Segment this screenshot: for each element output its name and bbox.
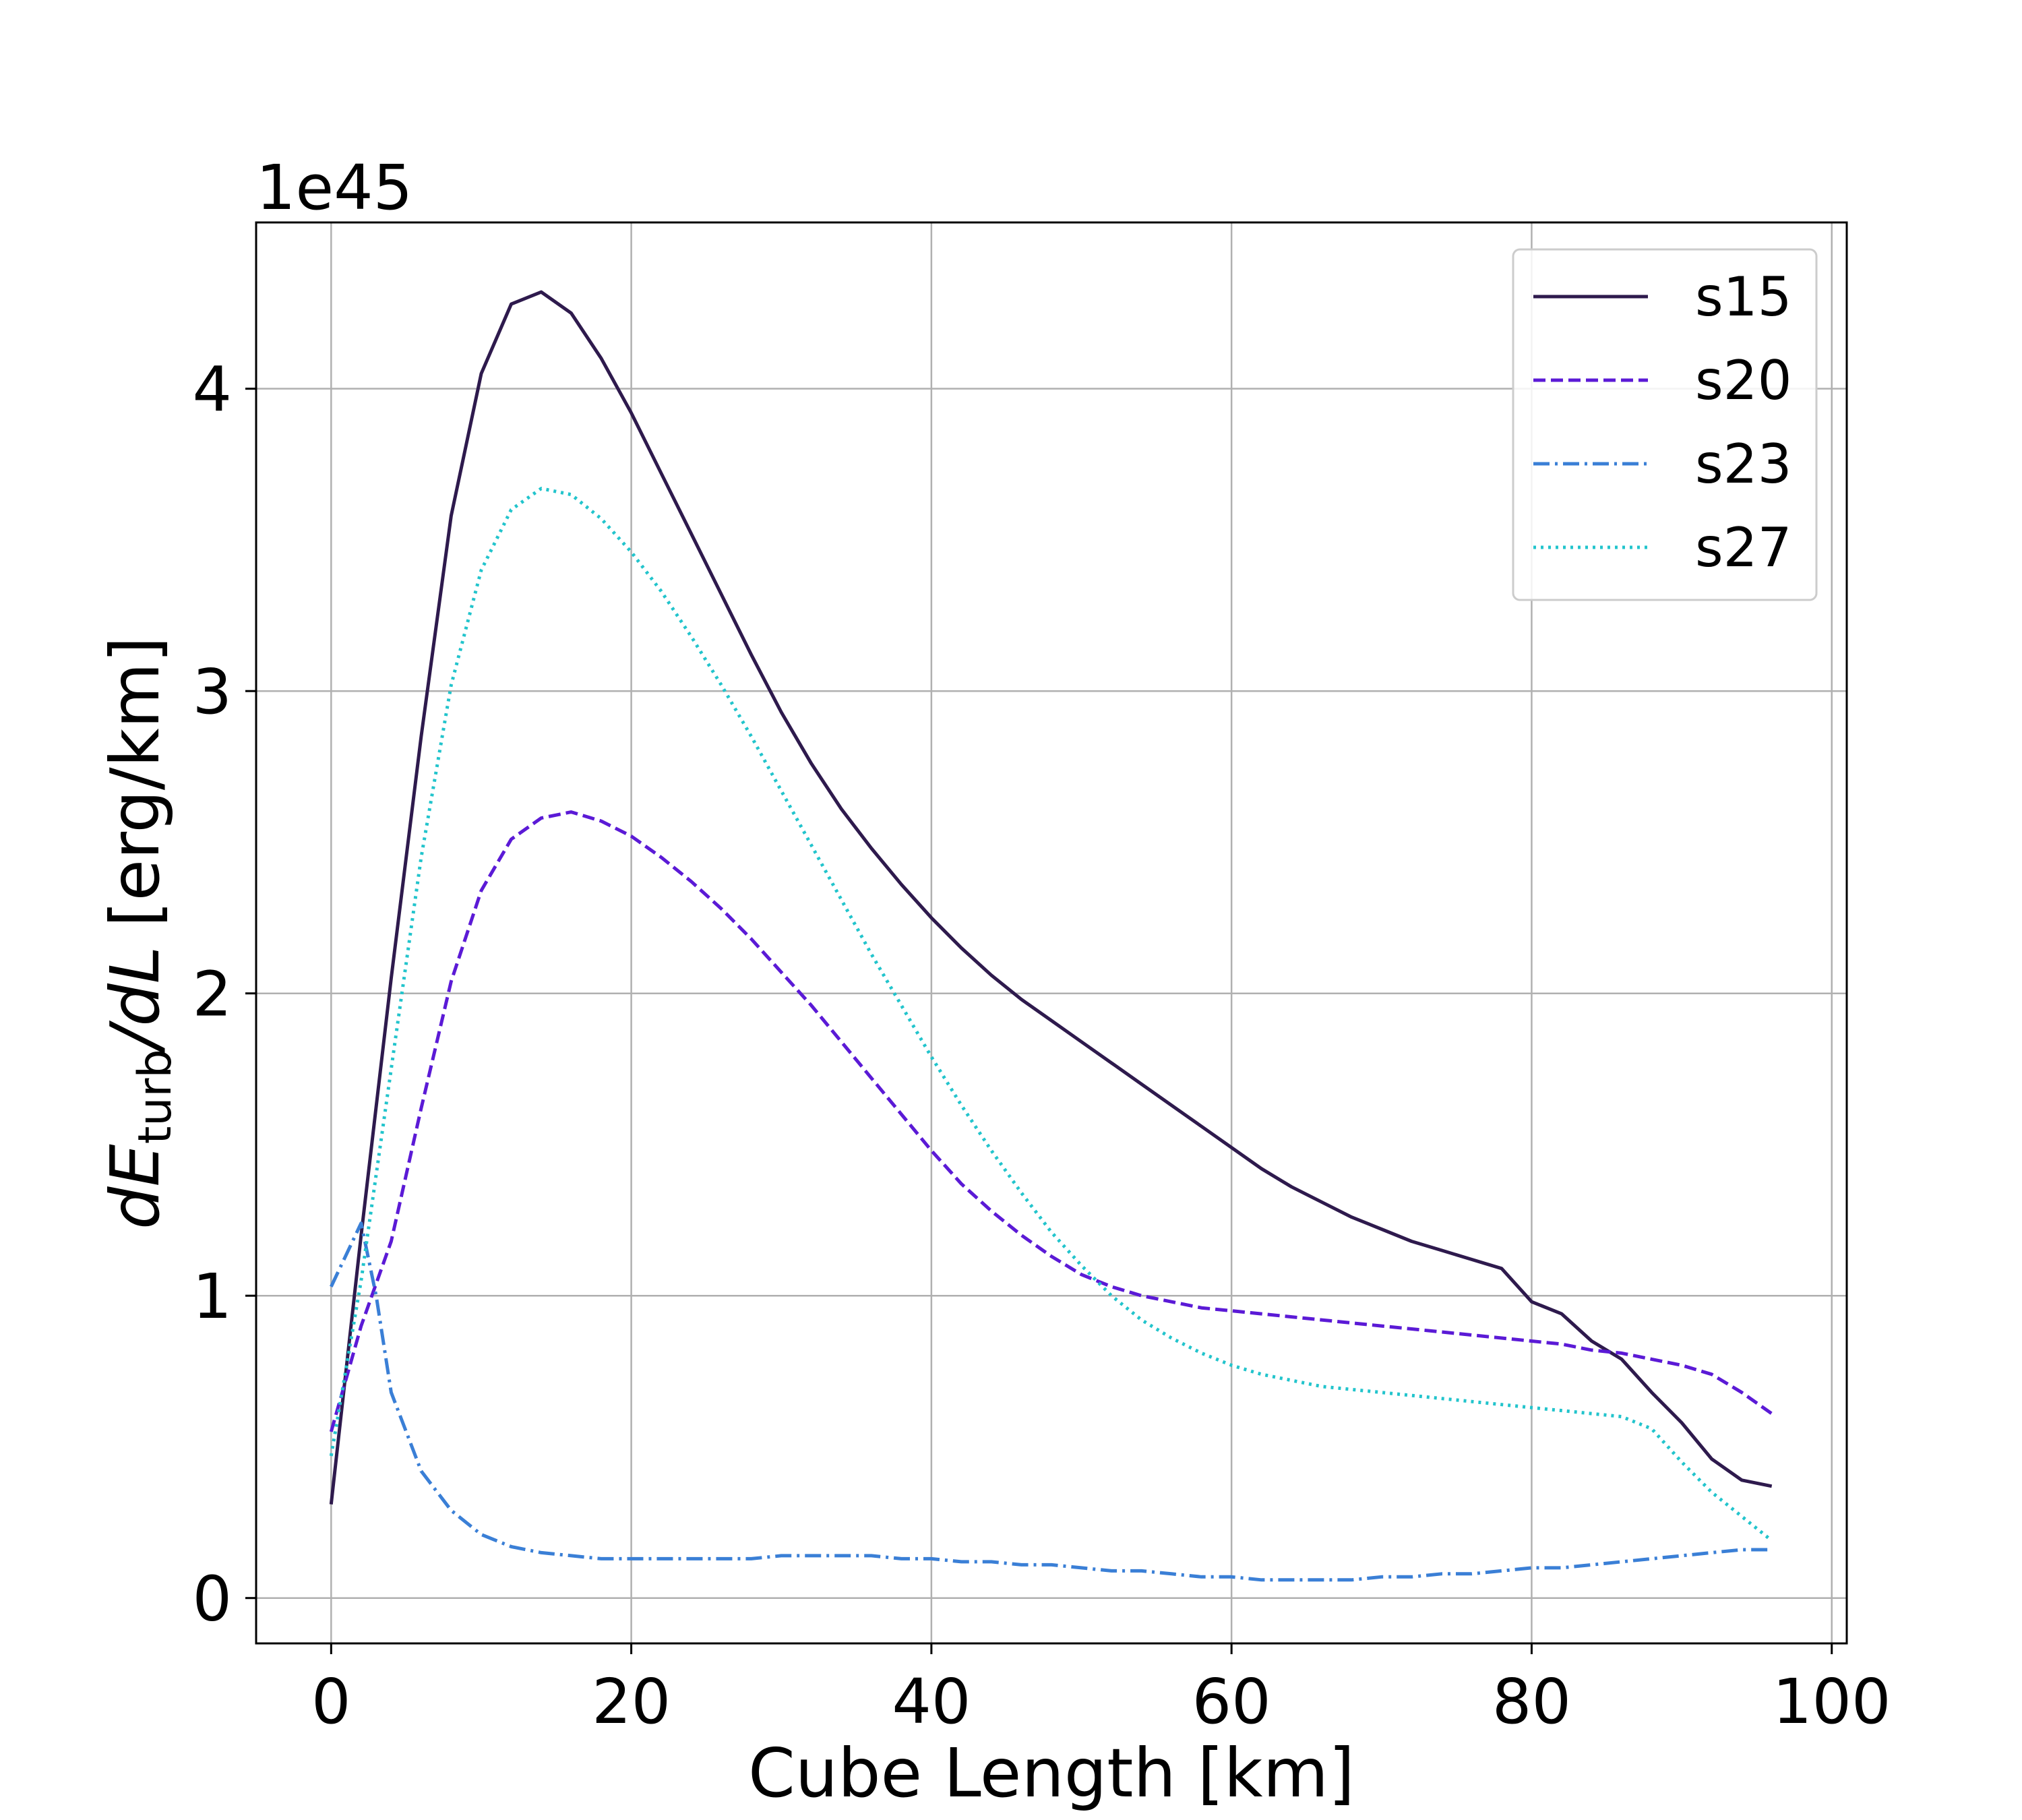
x-tick-label: 40: [892, 1666, 971, 1738]
x-tick-label: 80: [1492, 1666, 1571, 1738]
series-group: [329, 290, 1773, 1582]
y-axis-title-units: [erg/km]: [96, 636, 175, 927]
series-line-s20: [329, 810, 1773, 1432]
legend: s15 s20 s23 s27: [1512, 248, 1818, 601]
legend-label-s23: s23: [1695, 433, 1791, 495]
x-tick-label: 100: [1773, 1666, 1891, 1738]
legend-box: [1512, 248, 1818, 601]
x-axis-title: Cube Length [km]: [748, 1734, 1355, 1813]
y-tick-label: 4: [192, 354, 232, 426]
y-offset-label: 1e45: [256, 152, 412, 224]
axis-ticks: 0 20 40 60 80 100 0 1 2 3 4: [192, 354, 1891, 1738]
y-tick-label: 3: [192, 656, 232, 728]
y-axis-title-main: dE: [96, 1144, 175, 1230]
plot-frame: [255, 221, 1848, 1645]
legend-label-s20: s20: [1695, 349, 1791, 412]
y-tick-label: 0: [192, 1563, 232, 1635]
series-line-s15: [329, 290, 1773, 1505]
y-tick-label: 1: [192, 1261, 232, 1333]
x-tick-label: 20: [592, 1666, 671, 1738]
y-axis-title-suffix: /dL: [96, 946, 175, 1054]
legend-label-s15: s15: [1695, 266, 1791, 328]
y-axis-title: dEturb/dL [erg/km]: [96, 636, 182, 1230]
legend-items: s15 s20 s23 s27: [1533, 266, 1791, 579]
series-line-s27: [329, 487, 1773, 1542]
x-tick-label: 60: [1192, 1666, 1271, 1738]
series-line-s23: [330, 1221, 1772, 1582]
y-tick-label: 2: [192, 959, 232, 1031]
y-axis-title-sub: turb: [129, 1049, 182, 1144]
x-tick-label: 0: [311, 1666, 351, 1738]
legend-label-s27: s27: [1695, 516, 1791, 579]
